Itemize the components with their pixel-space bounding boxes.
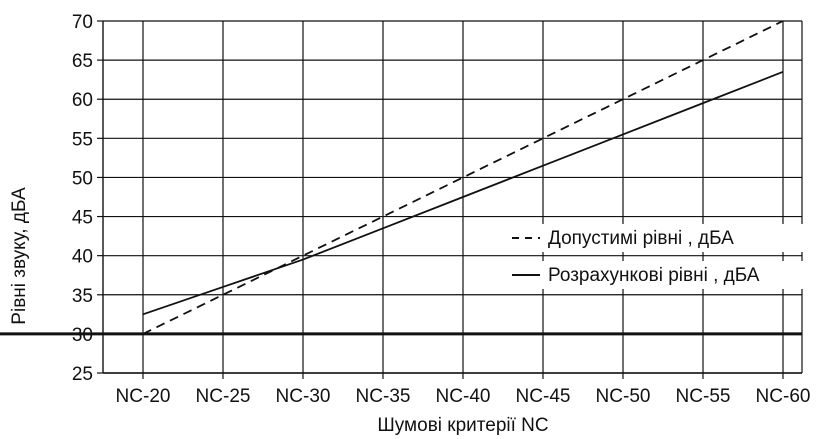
y-tick-labels: 25303540455055606570 xyxy=(72,12,93,385)
x-tick-label: NC-30 xyxy=(276,386,331,407)
y-tick-label: 40 xyxy=(72,247,93,268)
x-tick-label: NC-45 xyxy=(516,386,571,407)
series-line-permissible xyxy=(142,20,784,335)
x-tick-label: NC-55 xyxy=(676,386,731,407)
y-tick-label: 65 xyxy=(72,51,93,72)
x-tick-labels: NC-20 NC-25 NC-30 NC-35 NC-40 NC-45 NC-50 NC-55… xyxy=(116,386,811,407)
plot-frame xyxy=(97,20,803,379)
y-tick-label: 35 xyxy=(72,286,93,307)
x-tick-label: NC-40 xyxy=(436,386,491,407)
x-axis-title: Шумові критерії NC xyxy=(377,415,548,436)
y-tick-label: 45 xyxy=(72,208,93,229)
x-tick-label: NC-50 xyxy=(596,386,651,407)
y-axis-title: Рівні звуку, дБА xyxy=(9,187,30,325)
y-tick-label: 50 xyxy=(72,168,93,189)
legend-bg xyxy=(505,224,817,252)
x-tick-label: NC-25 xyxy=(196,386,251,407)
x-tick-label: NC-60 xyxy=(756,386,811,407)
y-tick-label: 25 xyxy=(72,364,93,385)
y-tick-label: 60 xyxy=(72,90,93,111)
legend-bg xyxy=(505,261,817,289)
series-lines xyxy=(0,20,802,336)
grid xyxy=(103,20,802,374)
legend: Допустимі рівні , дБА Розрахункові рівні … xyxy=(505,224,817,289)
x-tick-label: NC-20 xyxy=(116,386,171,407)
legend-label: Допустимі рівні , дБА xyxy=(548,228,734,249)
legend-label: Розрахункові рівні , дБА xyxy=(548,265,760,286)
series-line-calculated xyxy=(142,71,784,316)
y-tick-label: 55 xyxy=(72,129,93,150)
x-tick-label: NC-35 xyxy=(356,386,411,407)
y-tick-label: 70 xyxy=(72,12,93,33)
